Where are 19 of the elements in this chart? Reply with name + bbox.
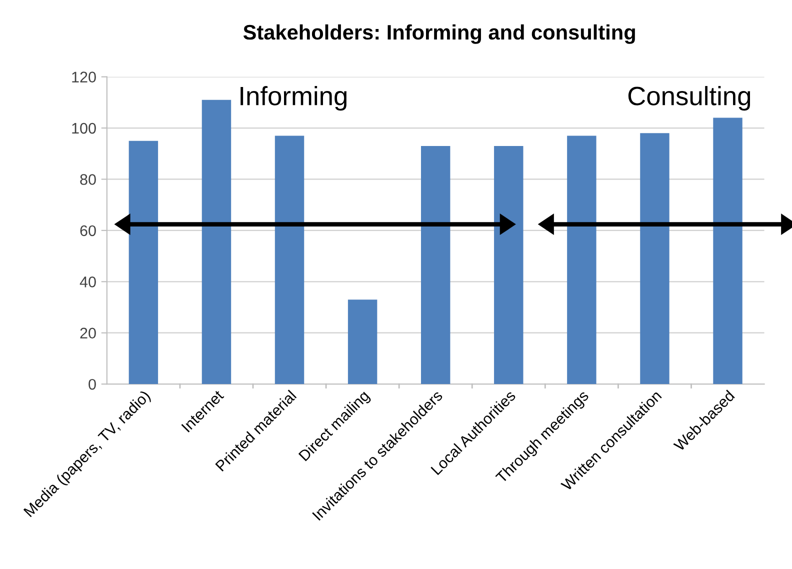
bar bbox=[494, 146, 524, 384]
bar bbox=[713, 118, 742, 384]
bar bbox=[348, 300, 378, 384]
y-tick-label: 40 bbox=[80, 276, 96, 288]
y-tick-label: 80 bbox=[80, 174, 96, 185]
bar bbox=[420, 146, 450, 384]
y-tick-label: 0 bbox=[88, 378, 96, 390]
y-tick-label: 120 bbox=[72, 72, 96, 82]
bar bbox=[567, 136, 596, 384]
y-tick-label: 100 bbox=[72, 122, 96, 134]
bar bbox=[640, 133, 670, 384]
chart-title: Stakeholders: Informing and consulting bbox=[243, 24, 635, 44]
annotation: Consulting bbox=[628, 86, 750, 111]
bar bbox=[274, 136, 304, 384]
bar bbox=[202, 100, 232, 384]
y-tick-label: 20 bbox=[80, 328, 96, 339]
bar bbox=[128, 140, 158, 384]
annotation: Informing bbox=[240, 86, 346, 111]
y-tick-label: 60 bbox=[80, 225, 96, 236]
